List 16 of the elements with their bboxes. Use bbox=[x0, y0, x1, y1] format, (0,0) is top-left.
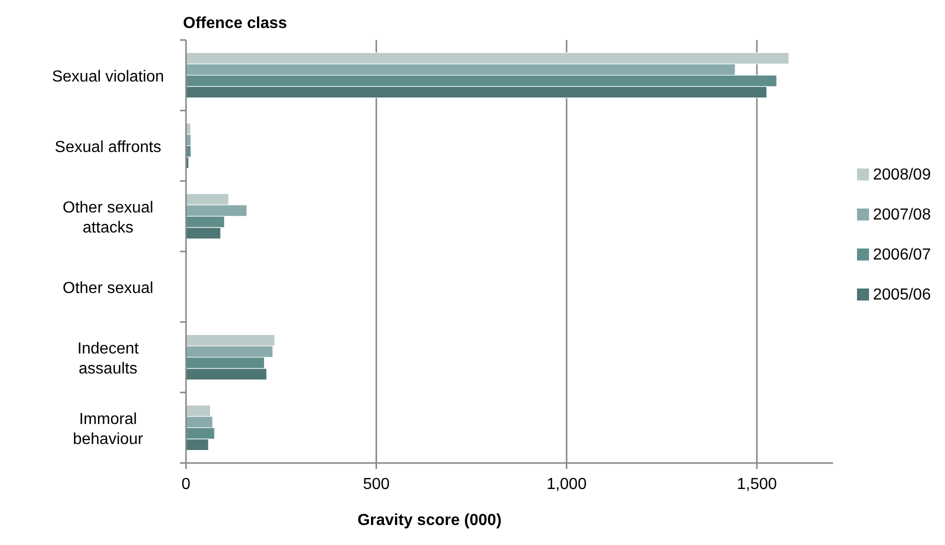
x-tick-label: 1,000 bbox=[546, 476, 587, 493]
y-tick-label: Other sexual bbox=[62, 280, 154, 297]
legend-label: 2008/09 bbox=[873, 166, 931, 184]
x-axis-title: Gravity score (000) bbox=[357, 512, 502, 529]
y-axis-title: Offence class bbox=[183, 15, 288, 32]
y-tick-label: Indecent assaults bbox=[77, 340, 140, 378]
x-tick-label: 500 bbox=[362, 476, 390, 493]
legend-label: 2006/07 bbox=[873, 246, 931, 264]
y-tick-label: Sexual violation bbox=[52, 68, 164, 86]
y-tick-label: Sexual affronts bbox=[54, 138, 162, 156]
legend-label: 2007/08 bbox=[873, 206, 931, 224]
legend-label: 2005/06 bbox=[873, 286, 931, 304]
x-tick-label: 1,500 bbox=[736, 476, 777, 493]
y-tick-label: Other sexual attacks bbox=[62, 199, 154, 236]
y-tick-label: Immoral behaviour bbox=[72, 410, 144, 448]
x-tick-label: 0 bbox=[182, 476, 191, 493]
